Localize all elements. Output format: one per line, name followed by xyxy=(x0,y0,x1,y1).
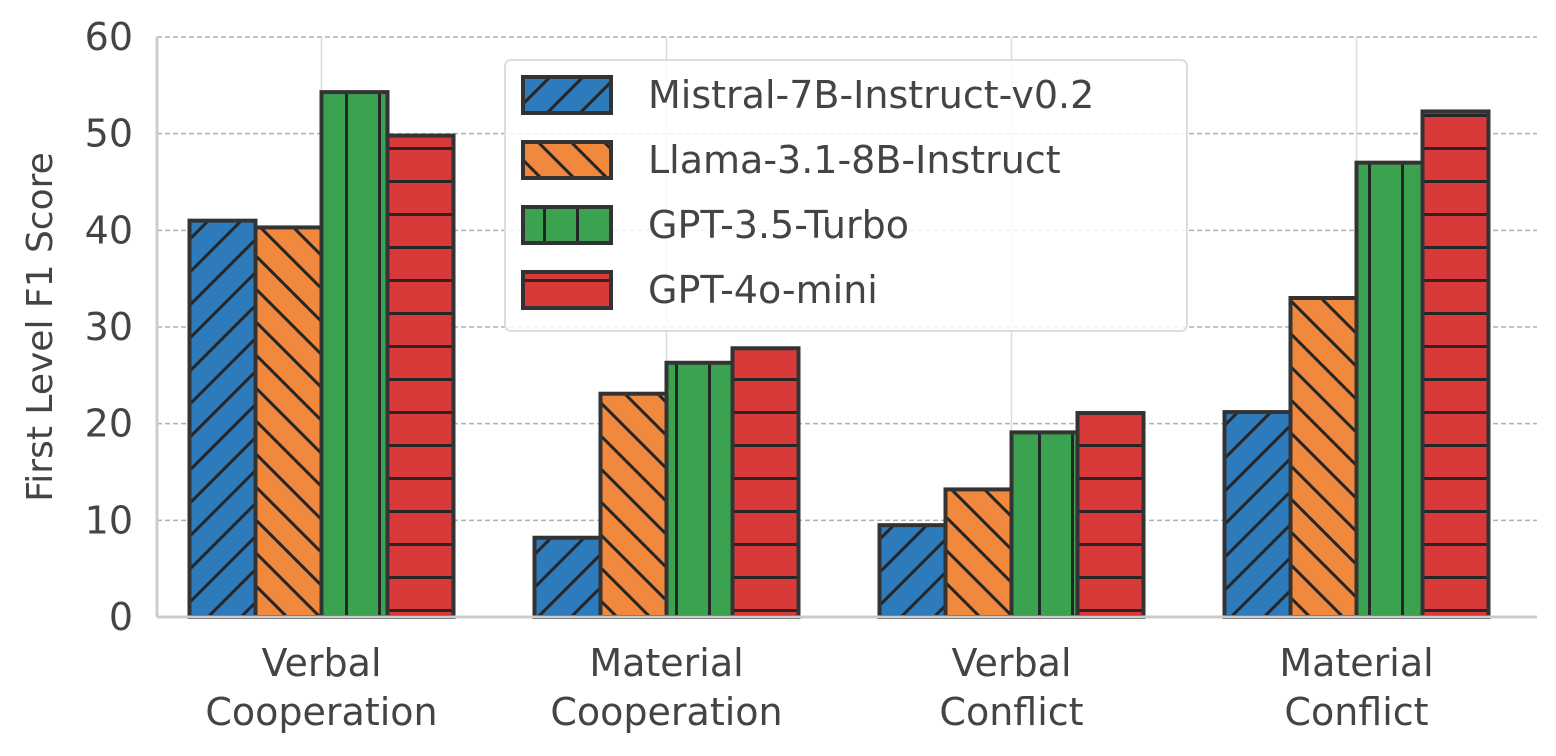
legend-label: Llama-3.1-8B-Instruct xyxy=(648,138,1061,182)
bar-llama-3-1-8b-instruct-material-cooperation xyxy=(598,391,669,620)
bar-llama-3-1-8b-instruct-verbal-cooperation xyxy=(253,225,324,620)
x-tick-label: Material xyxy=(1279,641,1433,685)
bar-llama-3-1-8b-instruct-material-conflict xyxy=(1288,296,1359,619)
bar-mistral-7b-instruct-v0-2-material-cooperation xyxy=(532,535,603,620)
legend-swatch xyxy=(521,75,613,115)
x-tick-label: Cooperation xyxy=(550,690,782,734)
y-tick-labels: 0 10 20 30 40 50 60 xyxy=(85,15,133,639)
legend-swatch xyxy=(521,140,613,180)
y-tick-label: 40 xyxy=(85,208,133,252)
y-tick-label: 50 xyxy=(85,112,133,156)
y-tick-label: 20 xyxy=(85,402,133,446)
y-axis-label: First Level F1 Score xyxy=(20,152,61,502)
y-tick-label: 60 xyxy=(85,15,133,59)
legend-swatch xyxy=(521,270,613,310)
bar-mistral-7b-instruct-v0-2-verbal-cooperation xyxy=(187,218,258,620)
x-tick-label: Conflict xyxy=(1284,690,1428,734)
x-tick-label: Material xyxy=(589,641,743,685)
x-tick-label: Verbal xyxy=(261,641,381,685)
legend-box xyxy=(504,59,1188,332)
x-tick-label: Conflict xyxy=(939,690,1083,734)
y-tick-label: 30 xyxy=(85,305,133,349)
x-tick-label: Verbal xyxy=(951,641,1071,685)
bar-gpt-3-5-turbo-material-conflict xyxy=(1354,160,1425,620)
bar-gpt-4o-mini-material-cooperation xyxy=(730,346,801,619)
bar-mistral-7b-instruct-v0-2-verbal-conflict xyxy=(877,523,948,620)
bar-gpt-4o-mini-material-conflict xyxy=(1420,109,1491,620)
axes xyxy=(155,37,1537,619)
bar-gpt-4o-mini-verbal-cooperation xyxy=(385,133,456,619)
bar-gpt-3-5-turbo-verbal-conflict xyxy=(1009,430,1080,619)
legend-label: GPT-4o-mini xyxy=(648,268,878,312)
bar-llama-3-1-8b-instruct-verbal-conflict xyxy=(943,487,1014,619)
legend-label: Mistral-7B-Instruct-v0.2 xyxy=(648,73,1094,117)
bar-mistral-7b-instruct-v0-2-material-conflict xyxy=(1222,410,1293,620)
legend: Mistral-7B-Instruct-v0.2 Llama-3.1-8B-Ins… xyxy=(504,59,1188,332)
y-tick-label: 0 xyxy=(109,595,133,639)
x-tick-label: Cooperation xyxy=(205,690,437,734)
bar-gpt-3-5-turbo-verbal-cooperation xyxy=(319,90,390,620)
bar-gpt-3-5-turbo-material-cooperation xyxy=(664,360,735,619)
x-tick-labels: Verbal Cooperation Material Cooperation Verb… xyxy=(205,641,1433,734)
legend-label: GPT-3.5-Turbo xyxy=(648,203,909,247)
y-tick-label: 10 xyxy=(85,498,133,542)
bar-gpt-4o-mini-verbal-conflict xyxy=(1075,411,1146,619)
legend-swatch xyxy=(521,205,613,245)
bars xyxy=(187,90,1491,620)
